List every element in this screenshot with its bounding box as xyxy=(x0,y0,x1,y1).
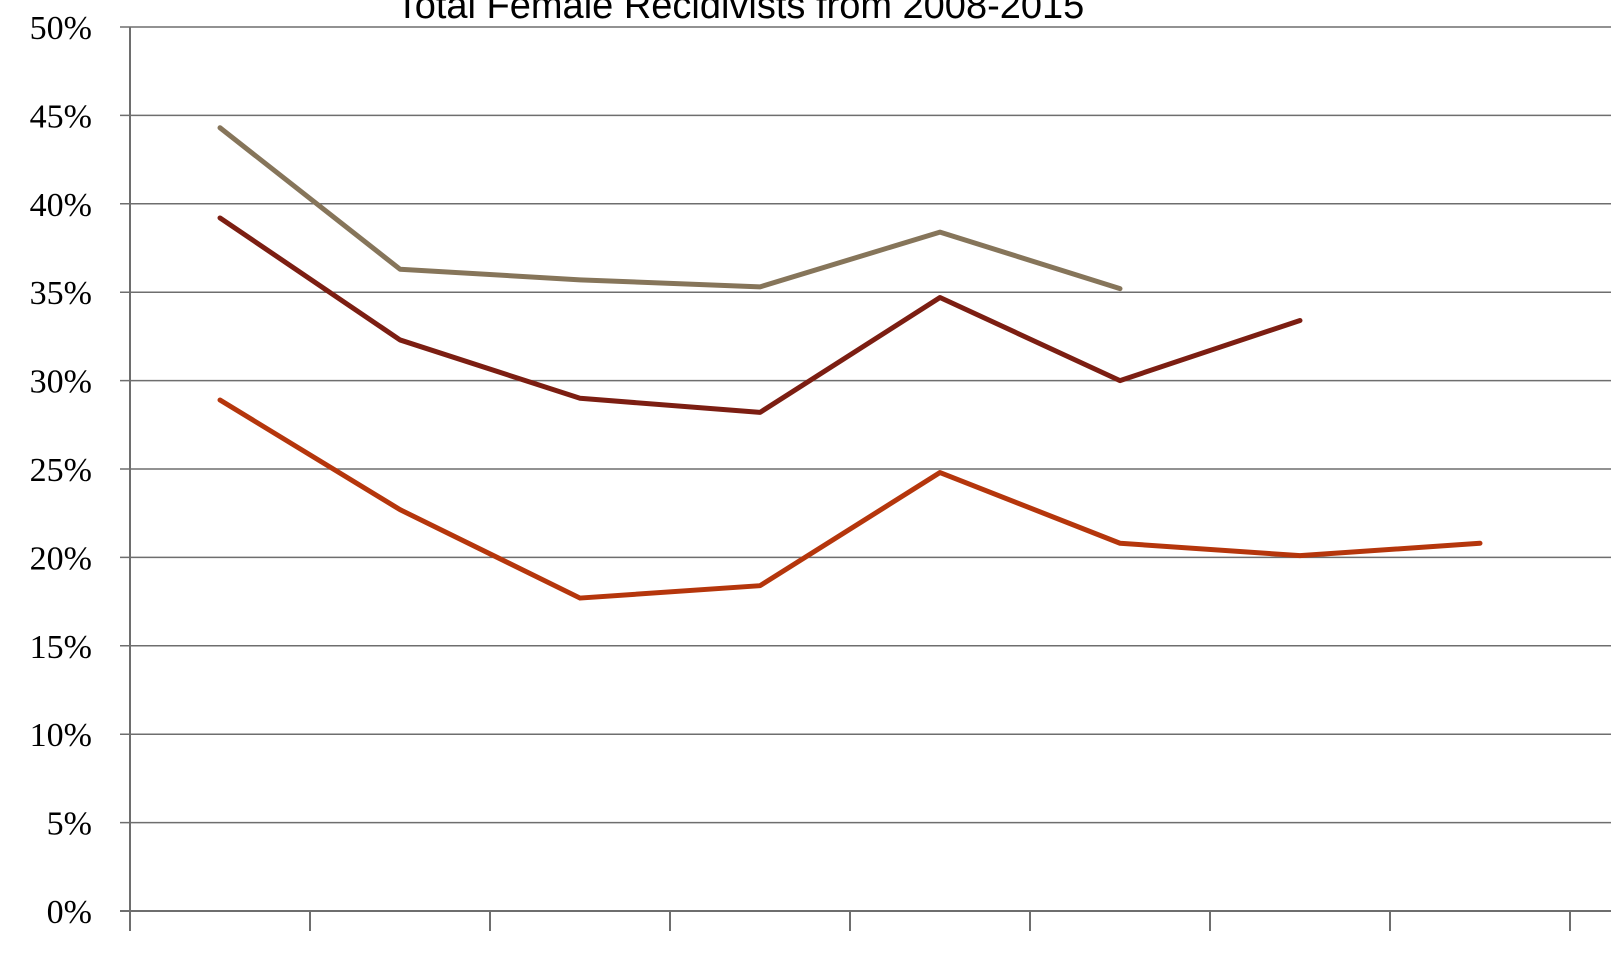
y-tick-label: 50% xyxy=(30,10,92,47)
y-tick-label: 5% xyxy=(47,806,92,843)
axes xyxy=(129,27,1571,931)
y-tick-label: 25% xyxy=(30,452,92,489)
y-tick-label: 0% xyxy=(47,894,92,931)
series-line-2 xyxy=(217,215,1303,415)
gridlines xyxy=(120,26,1611,912)
chart-title: Total Female Recidivists from 2008-2015 xyxy=(396,0,1085,27)
y-axis-tick-labels: 0% 5% 10% 15% 20% 25% 30% 35% 40% 45% 50% xyxy=(30,10,92,931)
y-tick-label: 40% xyxy=(30,187,92,224)
y-tick-label: 35% xyxy=(30,275,92,312)
y-tick-label: 45% xyxy=(30,98,92,135)
series-lines xyxy=(217,125,1483,601)
series-line-3 xyxy=(217,397,1483,601)
y-tick-label: 30% xyxy=(30,364,92,401)
y-tick-label: 10% xyxy=(30,717,92,754)
y-tick-label: 20% xyxy=(30,540,92,577)
y-tick-label: 15% xyxy=(30,629,92,666)
series-line-1 xyxy=(217,125,1123,292)
